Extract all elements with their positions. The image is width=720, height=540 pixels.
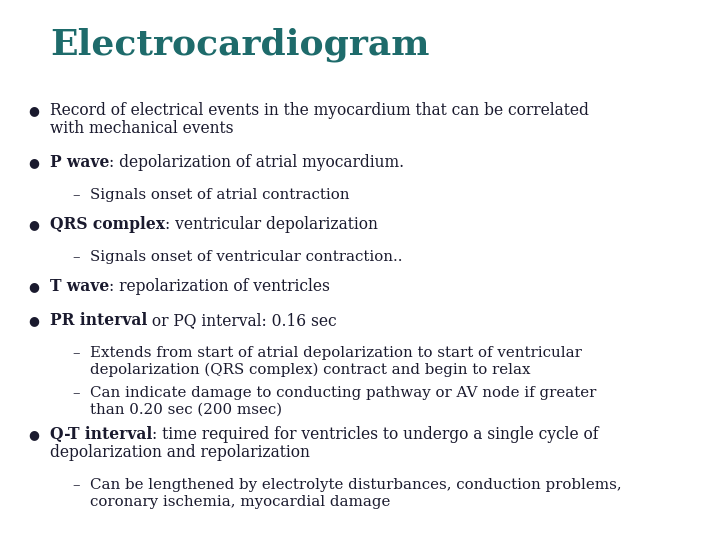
Text: –: – — [72, 386, 79, 400]
Text: Q-T interval: Q-T interval — [50, 426, 153, 443]
Text: P wave: P wave — [50, 154, 109, 171]
Text: : time required for ventricles to undergo a single cycle of: : time required for ventricles to underg… — [153, 426, 599, 443]
Text: ●: ● — [28, 104, 39, 117]
Text: coronary ischemia, myocardial damage: coronary ischemia, myocardial damage — [90, 495, 390, 509]
Text: than 0.20 sec (200 msec): than 0.20 sec (200 msec) — [90, 403, 282, 417]
Text: Electrocardiogram: Electrocardiogram — [50, 28, 430, 63]
Text: ●: ● — [28, 156, 39, 169]
Text: Signals onset of atrial contraction: Signals onset of atrial contraction — [90, 188, 349, 202]
Text: Signals onset of ventricular contraction..: Signals onset of ventricular contraction… — [90, 250, 402, 264]
Text: Record of electrical events in the myocardium that can be correlated: Record of electrical events in the myoca… — [50, 102, 589, 119]
Text: –: – — [72, 478, 79, 492]
Text: PR interval: PR interval — [50, 312, 148, 329]
Text: ●: ● — [28, 428, 39, 441]
Text: depolarization (QRS complex) contract and begin to relax: depolarization (QRS complex) contract an… — [90, 363, 531, 377]
Text: Can be lengthened by electrolyte disturbances, conduction problems,: Can be lengthened by electrolyte disturb… — [90, 478, 621, 492]
Text: : depolarization of atrial myocardium.: : depolarization of atrial myocardium. — [109, 154, 405, 171]
Text: : repolarization of ventricles: : repolarization of ventricles — [109, 278, 330, 295]
Text: ●: ● — [28, 314, 39, 327]
Text: –: – — [72, 346, 79, 360]
Text: Can indicate damage to conducting pathway or AV node if greater: Can indicate damage to conducting pathwa… — [90, 386, 596, 400]
Text: with mechanical events: with mechanical events — [50, 120, 233, 137]
Text: –: – — [72, 188, 79, 202]
Text: T wave: T wave — [50, 278, 109, 295]
Text: : ventricular depolarization: : ventricular depolarization — [165, 216, 378, 233]
Text: Extends from start of atrial depolarization to start of ventricular: Extends from start of atrial depolarizat… — [90, 346, 582, 360]
Text: or PQ interval: 0.16 sec: or PQ interval: 0.16 sec — [148, 312, 337, 329]
Text: –: – — [72, 250, 79, 264]
Text: QRS complex: QRS complex — [50, 216, 165, 233]
Text: depolarization and repolarization: depolarization and repolarization — [50, 444, 310, 461]
Text: ●: ● — [28, 280, 39, 293]
Text: ●: ● — [28, 218, 39, 231]
